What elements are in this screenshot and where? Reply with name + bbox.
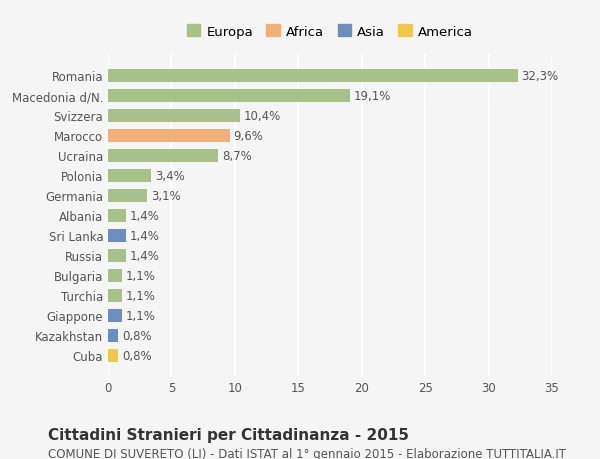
Bar (108, 129, 230, 142)
Text: 0,8%: 0,8% (122, 349, 152, 362)
Text: 0,8%: 0,8% (122, 329, 152, 342)
Text: 1,4%: 1,4% (130, 209, 160, 222)
Text: 8,7%: 8,7% (222, 150, 252, 162)
Bar (108, 229, 126, 242)
Bar (108, 169, 151, 182)
Text: 1,4%: 1,4% (130, 249, 160, 262)
Bar (108, 329, 118, 342)
Text: 1,4%: 1,4% (130, 229, 160, 242)
Legend: Europa, Africa, Asia, America: Europa, Africa, Asia, America (181, 20, 479, 44)
Text: 9,6%: 9,6% (233, 129, 263, 142)
Text: 10,4%: 10,4% (244, 110, 281, 123)
Bar (108, 209, 126, 222)
Text: Cittadini Stranieri per Cittadinanza - 2015: Cittadini Stranieri per Cittadinanza - 2… (48, 427, 409, 442)
Bar (108, 110, 240, 123)
Text: 19,1%: 19,1% (354, 90, 391, 103)
Text: 3,4%: 3,4% (155, 169, 185, 182)
Text: 32,3%: 32,3% (521, 70, 559, 83)
Bar (108, 150, 218, 162)
Bar (108, 189, 148, 202)
Text: 1,1%: 1,1% (126, 289, 155, 302)
Text: 1,1%: 1,1% (126, 309, 155, 322)
Bar (108, 269, 122, 282)
Bar (108, 249, 126, 262)
Bar (108, 309, 122, 322)
Bar (108, 349, 118, 362)
Bar (108, 289, 122, 302)
Text: 1,1%: 1,1% (126, 269, 155, 282)
Bar (108, 90, 350, 102)
Bar (108, 70, 518, 83)
Text: COMUNE DI SUVERETO (LI) - Dati ISTAT al 1° gennaio 2015 - Elaborazione TUTTITALI: COMUNE DI SUVERETO (LI) - Dati ISTAT al … (48, 448, 566, 459)
Text: 3,1%: 3,1% (151, 189, 181, 202)
